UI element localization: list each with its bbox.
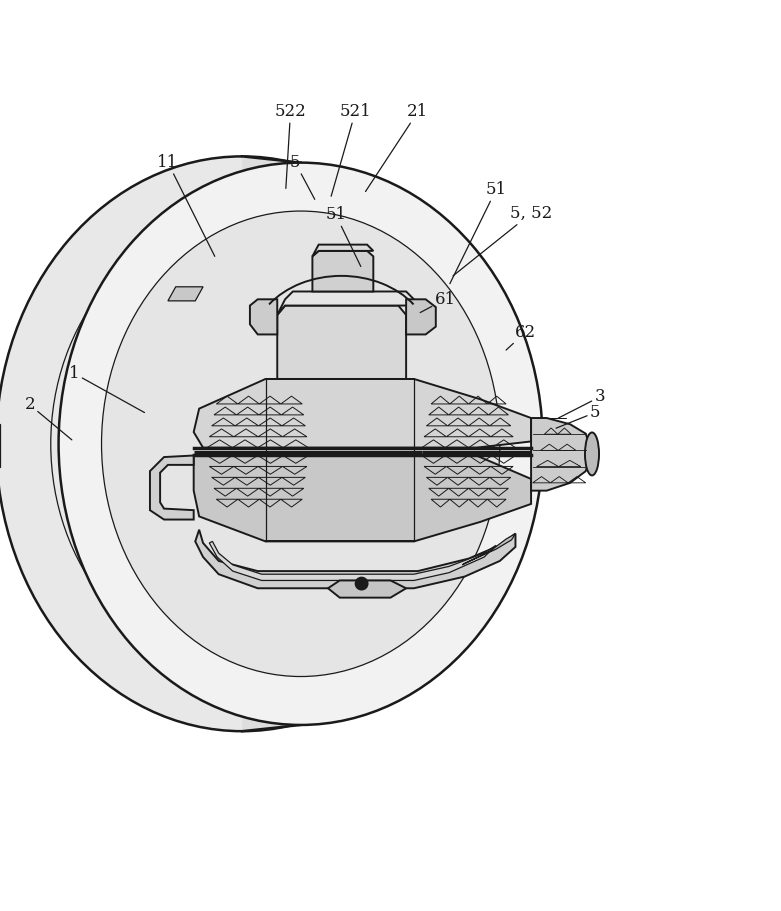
Polygon shape — [150, 456, 194, 519]
Ellipse shape — [102, 211, 500, 677]
Polygon shape — [328, 580, 406, 598]
Circle shape — [355, 578, 368, 589]
Text: 3: 3 — [558, 388, 605, 418]
Polygon shape — [238, 157, 301, 167]
Text: 51: 51 — [325, 207, 361, 267]
Polygon shape — [168, 287, 203, 301]
Text: 2: 2 — [24, 396, 72, 440]
Text: 61: 61 — [420, 291, 456, 312]
Text: 5: 5 — [290, 154, 315, 200]
Polygon shape — [406, 300, 436, 334]
Polygon shape — [531, 418, 590, 491]
Polygon shape — [195, 529, 515, 589]
Polygon shape — [209, 541, 496, 580]
Text: 522: 522 — [275, 103, 306, 189]
Polygon shape — [462, 534, 515, 565]
Text: 62: 62 — [506, 323, 537, 350]
Ellipse shape — [585, 433, 599, 476]
Polygon shape — [242, 157, 301, 732]
Text: 11: 11 — [157, 154, 215, 256]
Text: 51: 51 — [450, 181, 507, 283]
Polygon shape — [250, 300, 277, 334]
Polygon shape — [194, 379, 531, 447]
Text: 521: 521 — [331, 103, 371, 196]
Polygon shape — [277, 305, 406, 379]
Polygon shape — [194, 456, 531, 541]
Text: 5: 5 — [556, 404, 601, 428]
Text: 1: 1 — [69, 365, 144, 413]
Polygon shape — [238, 721, 301, 732]
Text: 5, 52: 5, 52 — [453, 205, 552, 276]
Polygon shape — [277, 292, 414, 315]
Polygon shape — [312, 245, 373, 256]
Ellipse shape — [0, 157, 488, 732]
Ellipse shape — [59, 163, 543, 725]
Text: 21: 21 — [366, 103, 429, 191]
Polygon shape — [312, 251, 373, 292]
